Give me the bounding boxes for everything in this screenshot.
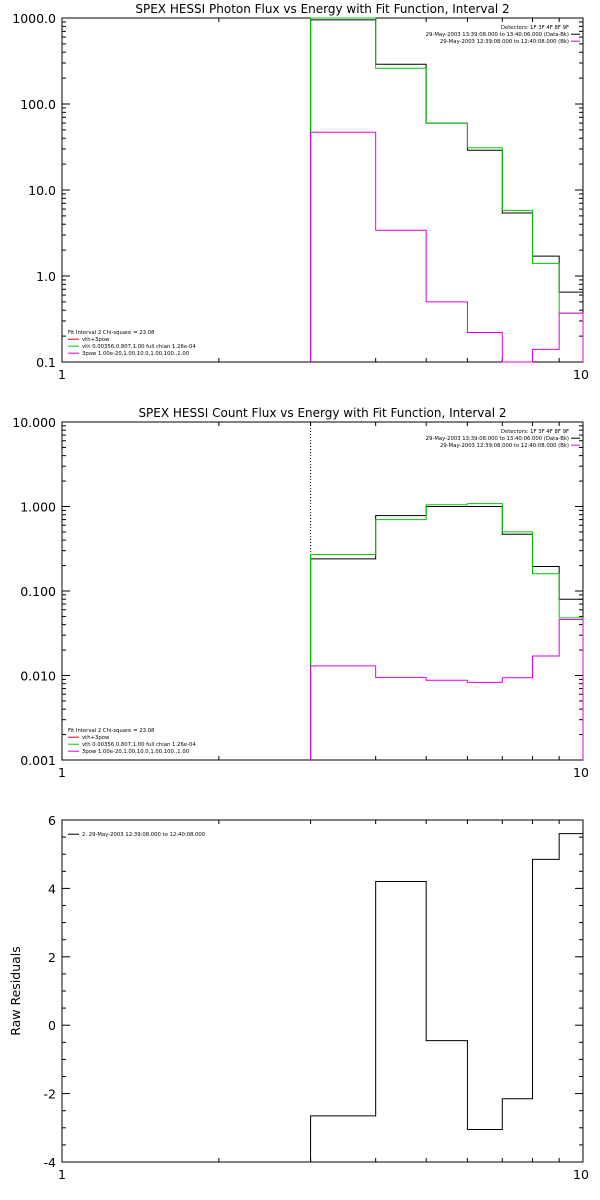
legend-entry: Fit Interval 2 Chi-square = 23.08 [68, 330, 155, 336]
legend-entry: 2. 29-May-2003 12:39:08.000 to 12:40:08.… [82, 832, 206, 838]
series-line-green [310, 503, 584, 760]
y-tick-label: 0 [48, 1018, 56, 1033]
series-line-magenta [310, 618, 584, 760]
y-tick-label: 0.010 [20, 669, 56, 684]
plot-frame-1 [61, 17, 584, 363]
y-tick-label: 1000.0 [12, 11, 56, 26]
series-line-green [310, 17, 584, 362]
legend-entry: 29-May-2003 12:39:08.000 to 12:40:08.000… [440, 39, 569, 45]
series-line-black [310, 833, 584, 1162]
y-tick-label: 100.0 [20, 97, 56, 112]
y-tick-label: 0.001 [20, 753, 56, 768]
y-tick-label: 2 [48, 950, 56, 965]
y-tick-label: 1.000 [20, 500, 56, 515]
series-line-black [310, 19, 584, 362]
y-tick-label: 10.000 [12, 415, 56, 430]
y-tick-label: 0.100 [20, 584, 56, 599]
y-tick-label: 1.0 [36, 269, 56, 284]
plot-frame-2 [61, 421, 584, 761]
series-line-magenta [310, 131, 584, 363]
legend-entry: Fit Interval 2 Chi-square = 23.08 [68, 728, 155, 734]
x-tick-label: 10 [573, 1167, 589, 1182]
legend-entry: 29-May-2003 13:39:08.000 to 13:40:06.000… [426, 32, 569, 38]
legend-entry: vth+3pow [82, 735, 110, 741]
legend-entry: vth 0.00356,0.807,1.00 full chian 1.26e-… [82, 742, 196, 748]
y-tick-label: -2 [44, 1087, 56, 1102]
x-tick-label: 1 [58, 367, 66, 382]
plot-frame-3 [61, 819, 584, 1163]
legend-entry: 29-May-2003 13:39:08.000 to 13:40:06.000… [426, 436, 569, 442]
chart-title-2: SPEX HESSI Count Flux vs Energy with Fit… [138, 406, 506, 420]
legend-entry: Detectors: 1F 3F 4F 8F 9F [501, 429, 569, 435]
y-tick-label: -4 [44, 1155, 57, 1170]
y-tick-label: 4 [48, 881, 56, 896]
series-line-black [310, 506, 584, 760]
legend-entry: 29-May-2003 12:39:08.000 to 12:40:08.000… [440, 443, 569, 449]
y-tick-label: 6 [48, 813, 56, 828]
x-tick-label: 10 [573, 765, 589, 780]
y-tick-label: 0.1 [36, 355, 56, 370]
legend-entry: 3pow 1.00e-20,1.00,10.0,1.00,100.,1.00 [82, 749, 190, 755]
legend-entry: vth+3pow [82, 337, 110, 343]
chart-title-1: SPEX HESSI Photon Flux vs Energy with Fi… [135, 2, 509, 16]
x-tick-label: 1 [58, 1167, 66, 1182]
legend-entry: 3pow 1.00e-20,1.00,10.0,1.00,100.,1.00 [82, 351, 190, 357]
x-tick-label: 1 [58, 765, 66, 780]
legend-entry: vth 0.00356,0.807,1.00 full chian 1.26e-… [82, 344, 196, 350]
y-axis-label: Raw Residuals [8, 946, 23, 1036]
y-tick-label: 10.0 [28, 183, 56, 198]
legend-entry: Detectors: 1F 3F 4F 8F 9F [501, 25, 569, 31]
x-tick-label: 10 [573, 367, 589, 382]
